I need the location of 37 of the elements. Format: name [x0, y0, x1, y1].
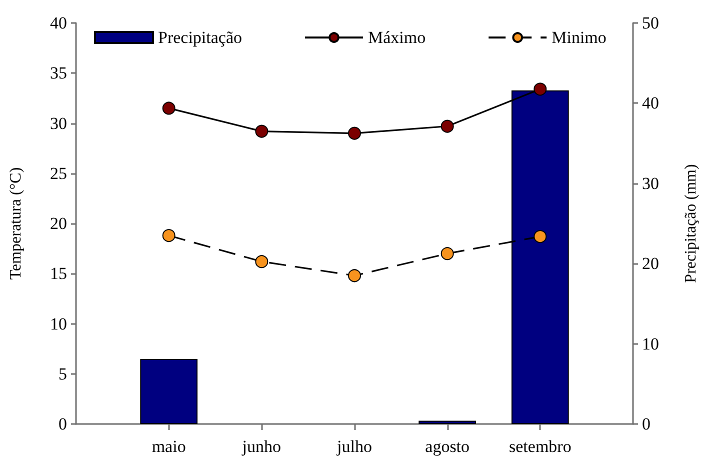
y2-tick-label: 0: [642, 414, 650, 434]
y2-tick-label: 50: [642, 14, 659, 32]
x-tick-label: julho: [336, 437, 372, 456]
x-tick-label: maio: [152, 437, 186, 456]
point: [534, 230, 547, 244]
legend-label: Precipitação: [158, 28, 242, 47]
point: [162, 102, 176, 115]
y-tick-label: 35: [50, 64, 67, 83]
x-tick-label: agosto: [425, 437, 470, 456]
y2-tick-label: 40: [642, 94, 659, 113]
point: [162, 229, 176, 242]
y2-tick-label: 30: [642, 174, 659, 193]
y-tick-label: 10: [50, 314, 67, 334]
y2-tick-label: 10: [642, 334, 659, 354]
y-tick-label: 15: [50, 264, 67, 284]
y-tick-label: 25: [50, 164, 67, 183]
bar: [418, 420, 476, 424]
y2-tick-label: 20: [642, 254, 659, 274]
bar: [140, 359, 198, 424]
y-tick-label: 0: [58, 414, 67, 434]
point: [348, 269, 361, 282]
x-tick-label: junho: [241, 437, 282, 456]
point: [255, 255, 268, 268]
y2-axis-title: Precipitação (mm): [682, 164, 700, 283]
point: [534, 82, 547, 96]
point: [348, 126, 361, 140]
y-tick-label: 5: [58, 364, 67, 384]
point: [440, 247, 454, 260]
point: [255, 124, 268, 138]
y-tick-label: 30: [50, 114, 67, 133]
y-axis-title: Temperatura (°C): [8, 167, 24, 280]
legend-label: Máximo: [368, 28, 426, 47]
x-tick-label: setembro: [509, 437, 572, 456]
point: [440, 120, 454, 133]
y-tick-label: 40: [50, 14, 67, 32]
legend-label: Minimo: [552, 28, 606, 47]
y-tick-label: 20: [50, 214, 67, 233]
